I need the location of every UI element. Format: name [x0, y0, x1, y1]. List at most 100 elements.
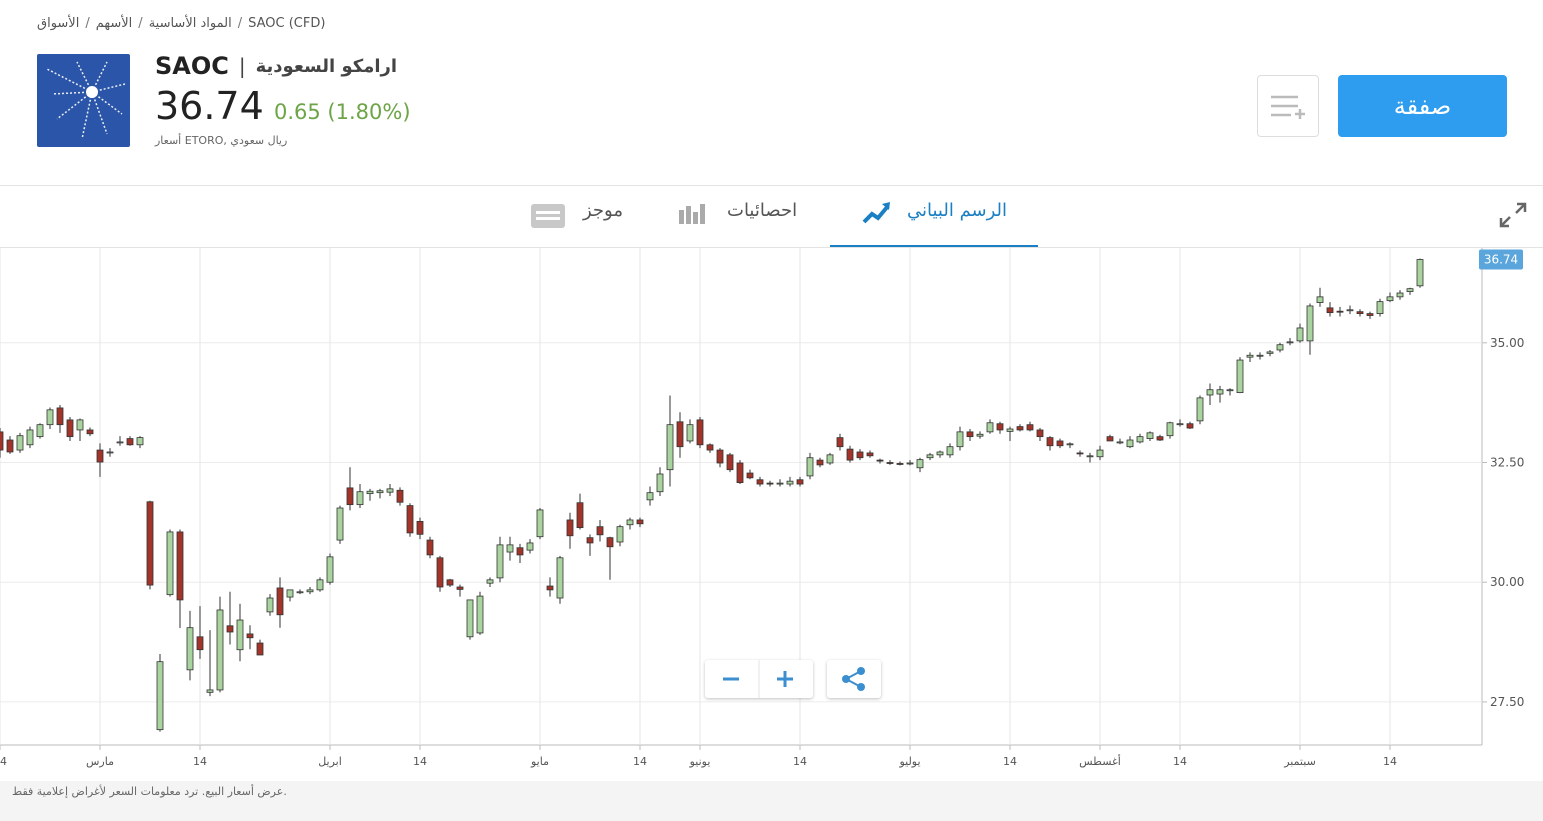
zoom-icons[interactable]: [705, 660, 813, 698]
last-price-label: 36.74: [1484, 252, 1518, 266]
candle-body: [966, 431, 974, 438]
candle-body: [816, 459, 824, 466]
candle-body: [1286, 341, 1294, 344]
trade-button[interactable]: صفقة: [1338, 75, 1507, 137]
candle-body: [506, 544, 514, 553]
candle-body: [866, 452, 874, 457]
tab[interactable]: موجز: [583, 200, 623, 221]
candle-body: [796, 479, 804, 485]
candle-body: [1086, 455, 1094, 458]
candle-body: [606, 537, 614, 548]
candle-body: [916, 459, 924, 469]
x-tick-label: مايو: [530, 755, 549, 768]
candle-body: [396, 489, 404, 503]
candle-body: [786, 480, 794, 485]
candle-body: [116, 441, 124, 444]
active-tab-indicator: [830, 245, 1038, 248]
logo-mark: [46, 61, 126, 140]
chart: 27.50 30.00 32.50 35.00 14 مارس 14 ابريل 14 مايو 1…: [0, 248, 1524, 768]
candle-body: [1296, 327, 1304, 342]
y-tick-label: 27.50: [1490, 695, 1524, 709]
candle-body: [1416, 259, 1424, 287]
candle-body: [1126, 439, 1134, 448]
watchlist-icon: [1271, 95, 1305, 119]
candle-body: [646, 492, 654, 501]
candle-body: [806, 457, 814, 477]
candle-body: [256, 642, 264, 656]
candle-body: [886, 462, 894, 464]
footer-bar: [0, 781, 1543, 821]
candle-body: [446, 579, 454, 586]
candle-body: [1186, 423, 1194, 429]
candle-body: [266, 597, 274, 613]
candle-body: [1376, 301, 1384, 314]
candle-body: [316, 579, 324, 591]
candle-body: [1346, 309, 1354, 312]
candle-body: [566, 519, 574, 537]
tab[interactable]: الرسم البياني: [907, 200, 1008, 221]
candle-body: [546, 585, 554, 591]
candle-body: [376, 490, 384, 494]
candle-body: [856, 451, 864, 459]
candle-body: [206, 689, 214, 693]
candle-body: [956, 431, 964, 448]
candle-body: [726, 454, 734, 471]
candle-body: [1366, 313, 1374, 316]
candle-body: [156, 661, 164, 731]
y-tick-label: 32.50: [1490, 456, 1524, 470]
candle-body: [976, 433, 984, 437]
crumb[interactable]: الأسهم: [95, 16, 133, 31]
candle-body: [1206, 389, 1214, 396]
candle-body: [876, 459, 884, 462]
x-tick-label: 14: [1003, 755, 1017, 768]
candle-body: [596, 526, 604, 536]
candle-body: [536, 509, 544, 538]
y-tick-label: 35.00: [1490, 336, 1524, 350]
candle-body: [1156, 436, 1164, 441]
candle-body: [666, 424, 674, 471]
candle-body: [1066, 443, 1074, 446]
candle-body: [586, 537, 594, 544]
candle-body: [246, 633, 254, 639]
crumb[interactable]: المواد الأساسية: [148, 16, 232, 31]
price: 36.74: [155, 84, 264, 128]
candle-body: [776, 482, 784, 485]
candle-body: [846, 448, 854, 461]
candle-body: [96, 449, 104, 463]
candle-body: [676, 421, 684, 448]
x-tick-label: 14: [1173, 755, 1187, 768]
candle-body: [186, 627, 194, 671]
tab[interactable]: احصائيات: [727, 200, 798, 221]
candle-body: [1356, 311, 1364, 314]
candle-body: [1136, 436, 1144, 443]
candle-body: [236, 619, 244, 651]
candle-body: [346, 487, 354, 506]
candle-body: [176, 531, 184, 601]
candle-body: [656, 473, 664, 493]
candle-body: [576, 502, 584, 529]
crumb[interactable]: SAOC (CFD): [248, 16, 326, 31]
x-tick-label: 14: [193, 755, 207, 768]
candle-body: [146, 501, 154, 586]
candle-body: [276, 587, 284, 616]
ticker: SAOC: [155, 52, 229, 80]
x-tick-label: يوليو: [898, 755, 920, 768]
share-button[interactable]: [827, 660, 881, 698]
candle-body: [1006, 428, 1014, 432]
tab-icon: [862, 202, 890, 224]
candle-body: [106, 451, 114, 454]
expand-icon[interactable]: [1498, 201, 1528, 229]
candle-body: [696, 419, 704, 446]
candle-body: [136, 437, 144, 446]
y-tick-label: 30.00: [1490, 575, 1524, 589]
watchlist-button[interactable]: [1257, 75, 1319, 137]
crumb[interactable]: الأسواق: [37, 16, 80, 31]
candle-body: [356, 491, 364, 506]
candle-body: [226, 625, 234, 633]
candle-body: [936, 451, 944, 456]
candle-body: [336, 507, 344, 541]
separator: |: [238, 54, 246, 78]
candle-body: [1246, 354, 1254, 358]
x-tick-label: 14: [0, 755, 7, 768]
